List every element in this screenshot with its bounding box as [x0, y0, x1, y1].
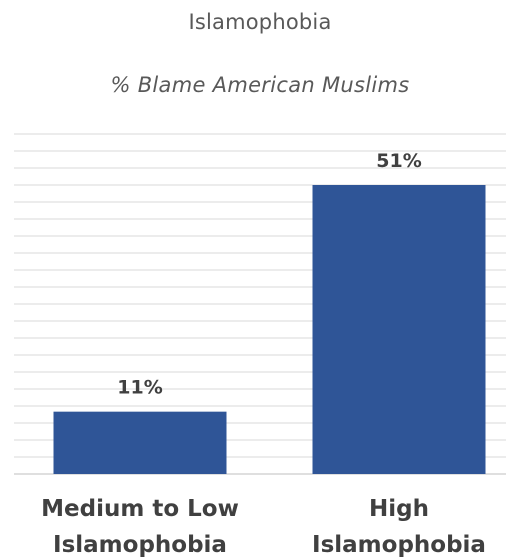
- category-labels: Medium to Low Islamophobia High Islamophobi…: [41, 496, 486, 558]
- bars: [54, 185, 486, 474]
- data-label: 11%: [117, 377, 162, 399]
- category-label: Medium to Low: [41, 496, 239, 522]
- category-label: Islamophobia: [53, 532, 227, 558]
- category-label: High: [369, 496, 429, 522]
- bar: [313, 185, 486, 474]
- data-label: 51%: [376, 150, 421, 172]
- category-label: Islamophobia: [312, 532, 486, 558]
- bar: [54, 412, 227, 474]
